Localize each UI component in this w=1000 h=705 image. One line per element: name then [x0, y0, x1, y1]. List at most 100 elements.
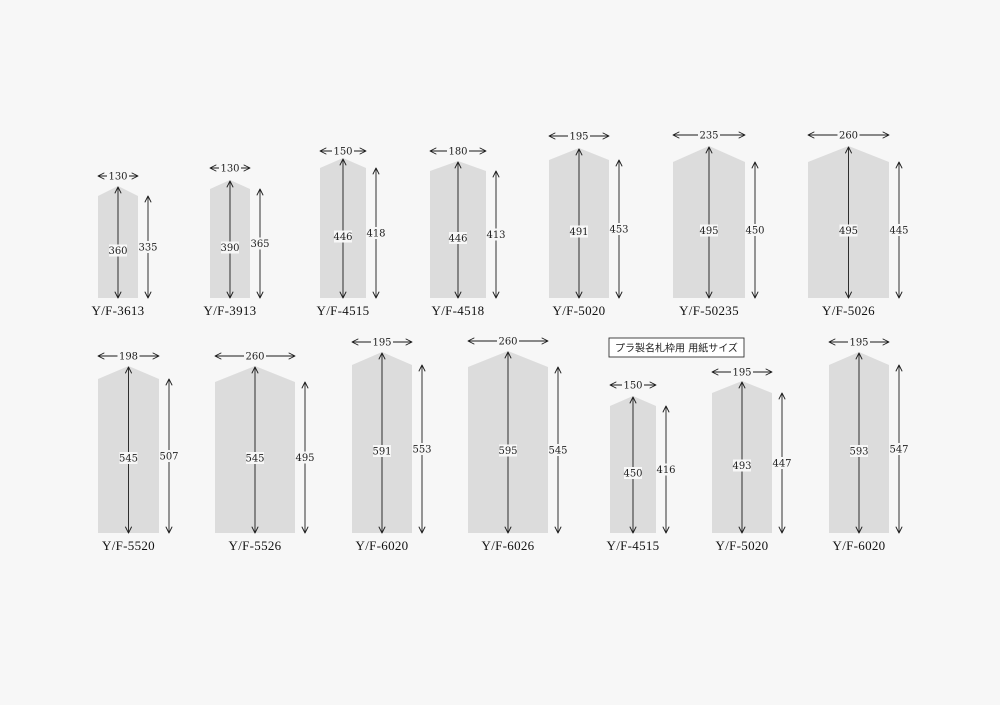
- shoulder-arrow-top: [615, 159, 623, 167]
- width-arrow-left: [467, 337, 475, 345]
- width-arrow-right: [602, 132, 610, 140]
- dimension-label-bg: [837, 129, 860, 141]
- shoulder-arrow-bottom: [554, 526, 562, 534]
- dimension-label-bg: [568, 130, 590, 142]
- width-arrow-right: [288, 352, 296, 360]
- shoulder-arrow-top: [751, 161, 759, 169]
- shoulder-height-value: 553: [412, 445, 431, 456]
- model-label: Y/F-4515: [317, 303, 370, 318]
- height-value: 591: [372, 447, 391, 458]
- shoulder-height-value: 365: [250, 239, 269, 250]
- dimension-label-bg: [622, 379, 644, 391]
- height-arrow-bottom: [378, 526, 386, 534]
- dimension-label-bg: [219, 162, 241, 174]
- legend: プラ製名札枠用 用紙サイズ: [608, 337, 745, 358]
- width-value: 195: [372, 338, 391, 349]
- model-label: Y/F-4515: [607, 538, 660, 553]
- width-arrow-right: [541, 337, 549, 345]
- width-arrow-left: [97, 172, 105, 180]
- shoulder-arrow-bottom: [615, 291, 623, 299]
- dimension-label-bg: [367, 227, 385, 239]
- shoulder-arrow-bottom: [778, 526, 786, 534]
- width-value: 130: [220, 164, 239, 175]
- dimension-label-bg: [848, 336, 870, 348]
- height-value: 545: [119, 454, 138, 465]
- model-label: Y/F-6020: [833, 538, 886, 553]
- dimension-label-bg: [449, 232, 467, 244]
- width-value: 235: [699, 131, 718, 142]
- frame-2: 390 365 130 Y/F-3913: [204, 162, 270, 318]
- shoulder-height-value: 495: [295, 453, 314, 464]
- width-arrow-left: [97, 352, 105, 360]
- shoulder-height-value: 418: [366, 229, 385, 240]
- width-arrow-left: [807, 131, 815, 139]
- height-arrow-top: [454, 161, 462, 169]
- dimension-label-bg: [890, 443, 908, 455]
- width-arrow-right: [738, 131, 746, 139]
- shoulder-arrow-bottom: [418, 526, 426, 534]
- dimension-label-bg: [447, 145, 469, 157]
- shoulder-height-value: 547: [889, 445, 908, 456]
- height-arrow-top: [125, 366, 132, 374]
- dimension-label-bg: [731, 366, 753, 378]
- width-arrow-left: [214, 352, 222, 360]
- width-value: 150: [333, 147, 352, 158]
- height-value: 360: [108, 246, 127, 257]
- shoulder-height-value: 545: [548, 446, 567, 457]
- width-arrow-right: [359, 147, 367, 155]
- shoulder-arrow-bottom: [372, 291, 380, 299]
- height-arrow-top: [226, 180, 234, 188]
- dimension-label-bg: [624, 467, 642, 479]
- height-value: 390: [220, 243, 239, 254]
- dimension-label-bg: [773, 457, 791, 469]
- height-value: 495: [699, 226, 718, 237]
- shoulder-height-value: 416: [656, 465, 675, 476]
- dimension-label-bg: [746, 224, 764, 236]
- width-value: 150: [623, 381, 642, 392]
- shoulder-arrow-top: [895, 161, 903, 169]
- dimension-label-bg: [221, 241, 239, 254]
- width-arrow-right: [131, 172, 139, 180]
- width-arrow-left: [351, 338, 359, 346]
- dimension-label-bg: [890, 224, 908, 236]
- dimension-label-bg: [371, 336, 393, 348]
- width-arrow-right: [243, 164, 251, 172]
- shoulder-arrow-top: [554, 366, 562, 374]
- height-value: 495: [839, 226, 858, 237]
- height-arrow-bottom: [575, 291, 583, 299]
- shoulder-arrow-bottom: [895, 526, 903, 534]
- frames: 360 335 130 Y/F-3613 390 365 130 Y/F-3913 446 418…: [92, 129, 909, 553]
- dimension-label-bg: [244, 350, 266, 362]
- shoulder-height-value: 413: [486, 230, 505, 241]
- height-arrow-bottom: [251, 526, 259, 534]
- height-arrow-bottom: [845, 291, 852, 299]
- model-label: Y/F-4518: [432, 303, 485, 318]
- dimension-label-bg: [332, 145, 354, 157]
- height-value: 450: [623, 469, 642, 480]
- height-arrow-bottom: [226, 291, 234, 299]
- width-arrow-left: [609, 381, 617, 389]
- dimension-label-bg: [657, 463, 675, 476]
- height-value: 593: [849, 447, 868, 458]
- height-value: 545: [245, 454, 264, 465]
- width-arrow-left: [672, 131, 680, 139]
- dimension-label-bg: [139, 241, 157, 253]
- dimension-label-bg: [497, 335, 519, 347]
- frame-7: 495 445 260 Y/F-5026: [807, 129, 909, 318]
- frame-4: 446 413 180 Y/F-4518: [429, 145, 506, 318]
- legend-box: [608, 337, 745, 358]
- dimension-label-bg: [487, 228, 505, 241]
- dimension-label-bg: [373, 445, 391, 457]
- shoulder-arrow-bottom: [492, 291, 500, 299]
- model-label: Y/F-5526: [229, 538, 282, 553]
- height-value: 446: [448, 234, 467, 245]
- model-label: Y/F-5026: [822, 303, 875, 318]
- width-arrow-right: [405, 338, 413, 346]
- dimension-label-bg: [839, 224, 858, 237]
- frame-9: 545 495 260 Y/F-5526: [214, 350, 315, 553]
- frame-13: 493 447 195 Y/F-5020: [711, 366, 792, 553]
- shoulder-arrow-bottom: [895, 291, 903, 299]
- height-arrow-top: [114, 186, 122, 194]
- frame-1: 360 335 130 Y/F-3613: [92, 170, 158, 318]
